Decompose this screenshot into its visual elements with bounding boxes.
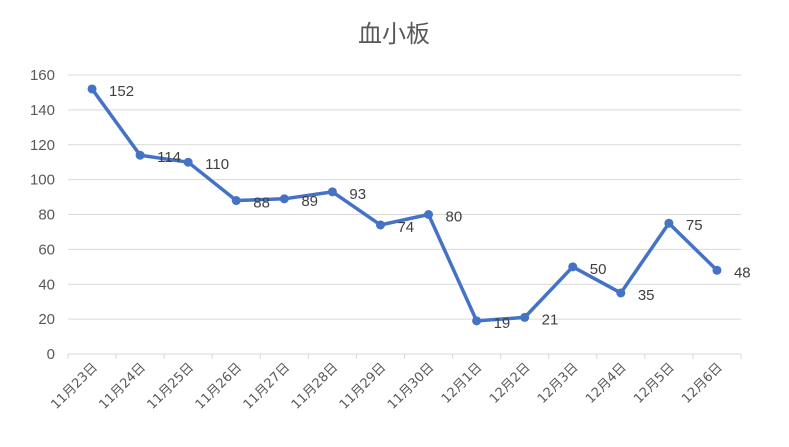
x-tick-label: 12月6日 bbox=[679, 360, 726, 407]
y-tick-label: 160 bbox=[30, 67, 55, 84]
x-tick-label: 12月4日 bbox=[583, 360, 630, 407]
x-tick-label: 11月24日 bbox=[97, 360, 149, 412]
data-label: 21 bbox=[542, 311, 559, 328]
y-tick-label: 120 bbox=[30, 137, 55, 154]
data-label: 74 bbox=[397, 219, 414, 236]
data-label: 152 bbox=[109, 83, 134, 100]
data-point-marker bbox=[231, 196, 241, 206]
y-tick-label: 80 bbox=[38, 207, 55, 224]
data-label: 35 bbox=[638, 287, 655, 304]
data-label: 110 bbox=[205, 156, 229, 173]
data-point-marker bbox=[375, 220, 385, 230]
x-axis: 11月23日11月24日11月25日11月26日11月27日11月28日11月2… bbox=[48, 354, 742, 413]
data-point-marker bbox=[327, 187, 337, 197]
data-point-marker bbox=[424, 210, 434, 219]
data-point-marker bbox=[520, 312, 530, 322]
data-point-marker bbox=[183, 157, 193, 167]
chart-title: 血小板 bbox=[358, 20, 430, 48]
data-label: 89 bbox=[301, 193, 318, 210]
data-point-marker bbox=[664, 218, 674, 228]
y-tick-label: 40 bbox=[38, 276, 55, 293]
data-label: 114 bbox=[157, 149, 181, 166]
data-label: 50 bbox=[590, 261, 607, 278]
data-labels: 152 114 110 88 89 93 74 80 19 21 50 35 75 48 bbox=[109, 83, 751, 332]
data-point-marker bbox=[472, 316, 482, 326]
x-tick-label: 12月3日 bbox=[535, 360, 582, 407]
data-point-marker bbox=[616, 288, 626, 298]
y-tick-label: 140 bbox=[30, 102, 55, 119]
data-label: 48 bbox=[734, 264, 751, 281]
y-axis: 0 20 40 60 80 100 120 140 160 bbox=[30, 67, 55, 363]
data-point-marker bbox=[87, 84, 97, 94]
y-tick-label: 60 bbox=[38, 241, 55, 258]
data-point-marker bbox=[712, 265, 722, 275]
y-tick-label: 100 bbox=[30, 172, 55, 189]
x-tick-label: 11月26日 bbox=[193, 360, 245, 412]
gridlines bbox=[68, 74, 741, 355]
x-tick-label: 12月5日 bbox=[631, 360, 678, 407]
x-tick-label: 11月23日 bbox=[48, 360, 100, 412]
data-point-marker bbox=[135, 150, 145, 160]
x-tick-label: 11月25日 bbox=[145, 360, 197, 412]
x-tick-label: 12月1日 bbox=[439, 360, 486, 407]
data-label: 88 bbox=[253, 195, 270, 212]
data-label: 19 bbox=[494, 315, 511, 332]
data-label: 93 bbox=[349, 186, 366, 203]
y-tick-label: 0 bbox=[47, 346, 55, 363]
x-tick-label: 11月29日 bbox=[337, 360, 389, 412]
data-series bbox=[87, 84, 722, 326]
x-tick-label: 11月28日 bbox=[289, 360, 341, 412]
series-line bbox=[90, 87, 719, 323]
data-point-marker bbox=[279, 194, 289, 204]
x-tick-label: 11月27日 bbox=[241, 360, 293, 412]
y-tick-label: 20 bbox=[38, 311, 55, 328]
data-point-marker bbox=[568, 262, 578, 272]
data-label: 75 bbox=[686, 217, 703, 234]
data-label: 80 bbox=[446, 209, 463, 226]
x-tick-label: 11月30日 bbox=[385, 360, 437, 412]
x-tick-label: 12月2日 bbox=[487, 360, 534, 407]
